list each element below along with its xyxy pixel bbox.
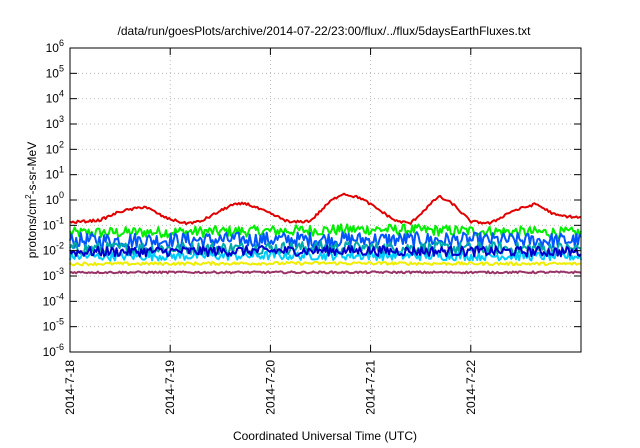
series-lines bbox=[69, 192, 582, 275]
x-tick-label: 2014-7-19 bbox=[163, 360, 177, 415]
x-tick-label: 2014-7-21 bbox=[364, 360, 378, 415]
y-tick-label: 100 bbox=[46, 190, 64, 207]
y-tick-label: 101 bbox=[46, 165, 64, 182]
series-line bbox=[69, 244, 582, 258]
x-tick-label: 2014-7-22 bbox=[464, 360, 478, 415]
x-axis-label: Coordinated Universal Time (UTC) bbox=[233, 429, 417, 443]
series-line bbox=[69, 223, 582, 240]
series-line bbox=[69, 260, 582, 267]
series-line bbox=[69, 231, 582, 249]
y-tick-label: 105 bbox=[46, 63, 64, 80]
y-tick-label: 10-5 bbox=[43, 317, 64, 334]
y-axis-ticks: 10-6 10-5 10-4 10-3 10-2 10-1 100 101 102 103 104 1… bbox=[43, 38, 581, 359]
x-tick-label: 2014-7-18 bbox=[63, 360, 77, 415]
y-tick-label: 10-6 bbox=[43, 342, 64, 359]
y-tick-label: 10-2 bbox=[43, 241, 64, 258]
series-line bbox=[69, 270, 582, 275]
series-line bbox=[69, 250, 582, 262]
y-tick-label: 106 bbox=[46, 38, 64, 55]
y-tick-label: 10-4 bbox=[43, 291, 64, 308]
x-tick-label: 2014-7-20 bbox=[263, 360, 277, 415]
y-tick-label: 103 bbox=[46, 114, 64, 131]
series-line bbox=[69, 192, 582, 226]
y-tick-label: 10-1 bbox=[43, 215, 64, 232]
y-tick-label: 102 bbox=[46, 139, 64, 156]
y-tick-label: 10-3 bbox=[43, 266, 64, 283]
y-axis-label: protons/cm2-s-sr-MeV bbox=[24, 142, 39, 258]
grid-lines bbox=[70, 48, 581, 352]
y-tick-label: 104 bbox=[46, 89, 64, 106]
x-axis-ticks: 2014-7-18 2014-7-19 2014-7-20 2014-7-21 2014… bbox=[63, 48, 478, 415]
chart-title: /data/run/goesPlots/archive/2014-07-22/2… bbox=[118, 24, 532, 38]
